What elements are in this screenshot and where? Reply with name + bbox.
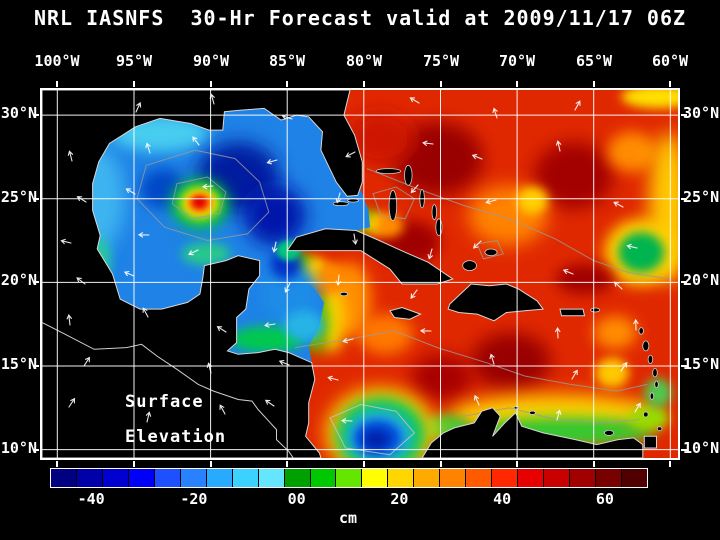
axis-tick — [516, 81, 519, 87]
axis-tick — [592, 81, 595, 87]
y-tick-label: 15°N — [0, 355, 37, 373]
x-tick-label: 95°W — [115, 52, 153, 70]
colorbar-cell — [309, 469, 336, 487]
page-title: NRL IASNFS 30-Hr Forecast valid at 2009/… — [33, 6, 687, 30]
colorbar-cell — [543, 469, 570, 487]
colorbar-label: 00 — [287, 490, 306, 508]
axis-tick — [516, 461, 519, 467]
colorbar-label: -40 — [77, 490, 105, 508]
axis-tick — [669, 81, 672, 87]
axis-tick — [362, 81, 365, 87]
y-tick-label: 10°N — [683, 439, 720, 457]
x-tick-label: 75°W — [422, 52, 460, 70]
axis-tick — [439, 81, 442, 87]
axis-tick — [33, 365, 39, 367]
map-plot — [40, 88, 680, 460]
colorbar-cell — [439, 469, 466, 487]
colorbar-cell — [283, 469, 310, 487]
colorbar-cell — [491, 469, 518, 487]
axis-tick — [362, 461, 365, 467]
colorbar — [50, 468, 648, 488]
colorbar-cell — [517, 469, 544, 487]
colorbar-labels: -40 -20 00 20 40 60 — [50, 490, 646, 508]
colorbar-cell — [179, 469, 206, 487]
colorbar-cell — [153, 469, 180, 487]
colorbar-label: 20 — [390, 490, 409, 508]
colorbar-cell — [569, 469, 596, 487]
colorbar-cell — [387, 469, 414, 487]
colorbar-cell — [620, 469, 647, 487]
axis-tick — [681, 448, 687, 451]
axis-tick — [681, 281, 687, 284]
colorbar-cell — [75, 469, 102, 487]
axis-tick — [33, 281, 39, 284]
colorbar-cell — [257, 469, 284, 487]
axis-tick — [133, 81, 135, 87]
y-tick-label: 15°N — [683, 355, 720, 373]
axis-tick — [209, 81, 212, 87]
axis-tick — [439, 461, 442, 467]
colorbar-cell — [465, 469, 492, 487]
colorbar-unit: cm — [338, 509, 358, 527]
axis-tick — [681, 197, 687, 200]
colorbar-label: 60 — [595, 490, 614, 508]
colorbar-cell — [413, 469, 440, 487]
field-annotation-line1: Surface — [125, 392, 204, 412]
x-tick-label: 65°W — [575, 52, 613, 70]
axis-tick — [56, 461, 59, 467]
y-tick-label: 25°N — [683, 188, 720, 206]
colorbar-label: 40 — [493, 490, 512, 508]
axis-tick — [33, 114, 39, 117]
axis-tick — [681, 114, 687, 117]
colorbar-cell — [127, 469, 154, 487]
axis-tick — [56, 81, 59, 87]
y-tick-label: 30°N — [0, 104, 37, 122]
colorbar-cell — [335, 469, 362, 487]
axis-tick — [33, 448, 39, 451]
colorbar-label: -20 — [180, 490, 208, 508]
axis-tick — [209, 461, 212, 467]
axis-tick — [681, 365, 687, 367]
x-tick-label: 80°W — [345, 52, 383, 70]
colorbar-cell — [231, 469, 258, 487]
colorbar-cell — [595, 469, 621, 487]
colorbar-cell — [51, 469, 76, 487]
x-tick-label: 60°W — [651, 52, 689, 70]
colorbar-cell — [205, 469, 232, 487]
axis-tick — [133, 461, 135, 467]
y-tick-label: 20°N — [0, 271, 37, 289]
y-tick-label: 25°N — [0, 188, 37, 206]
y-tick-label: 20°N — [683, 271, 720, 289]
axis-tick — [286, 81, 289, 87]
x-tick-label: 70°W — [498, 52, 536, 70]
y-tick-label: 30°N — [683, 104, 720, 122]
x-tick-label: 90°W — [192, 52, 230, 70]
axis-tick — [592, 461, 595, 467]
axis-tick — [286, 461, 289, 467]
elevation-field-map — [42, 90, 678, 458]
colorbar-cell — [101, 469, 128, 487]
axis-tick — [33, 197, 39, 200]
field-annotation-line2: Elevation — [125, 427, 227, 447]
y-tick-label: 10°N — [0, 439, 37, 457]
x-tick-label: 85°W — [268, 52, 306, 70]
colorbar-cell — [361, 469, 388, 487]
axis-tick — [669, 461, 672, 467]
x-tick-label: 100°W — [34, 52, 80, 70]
